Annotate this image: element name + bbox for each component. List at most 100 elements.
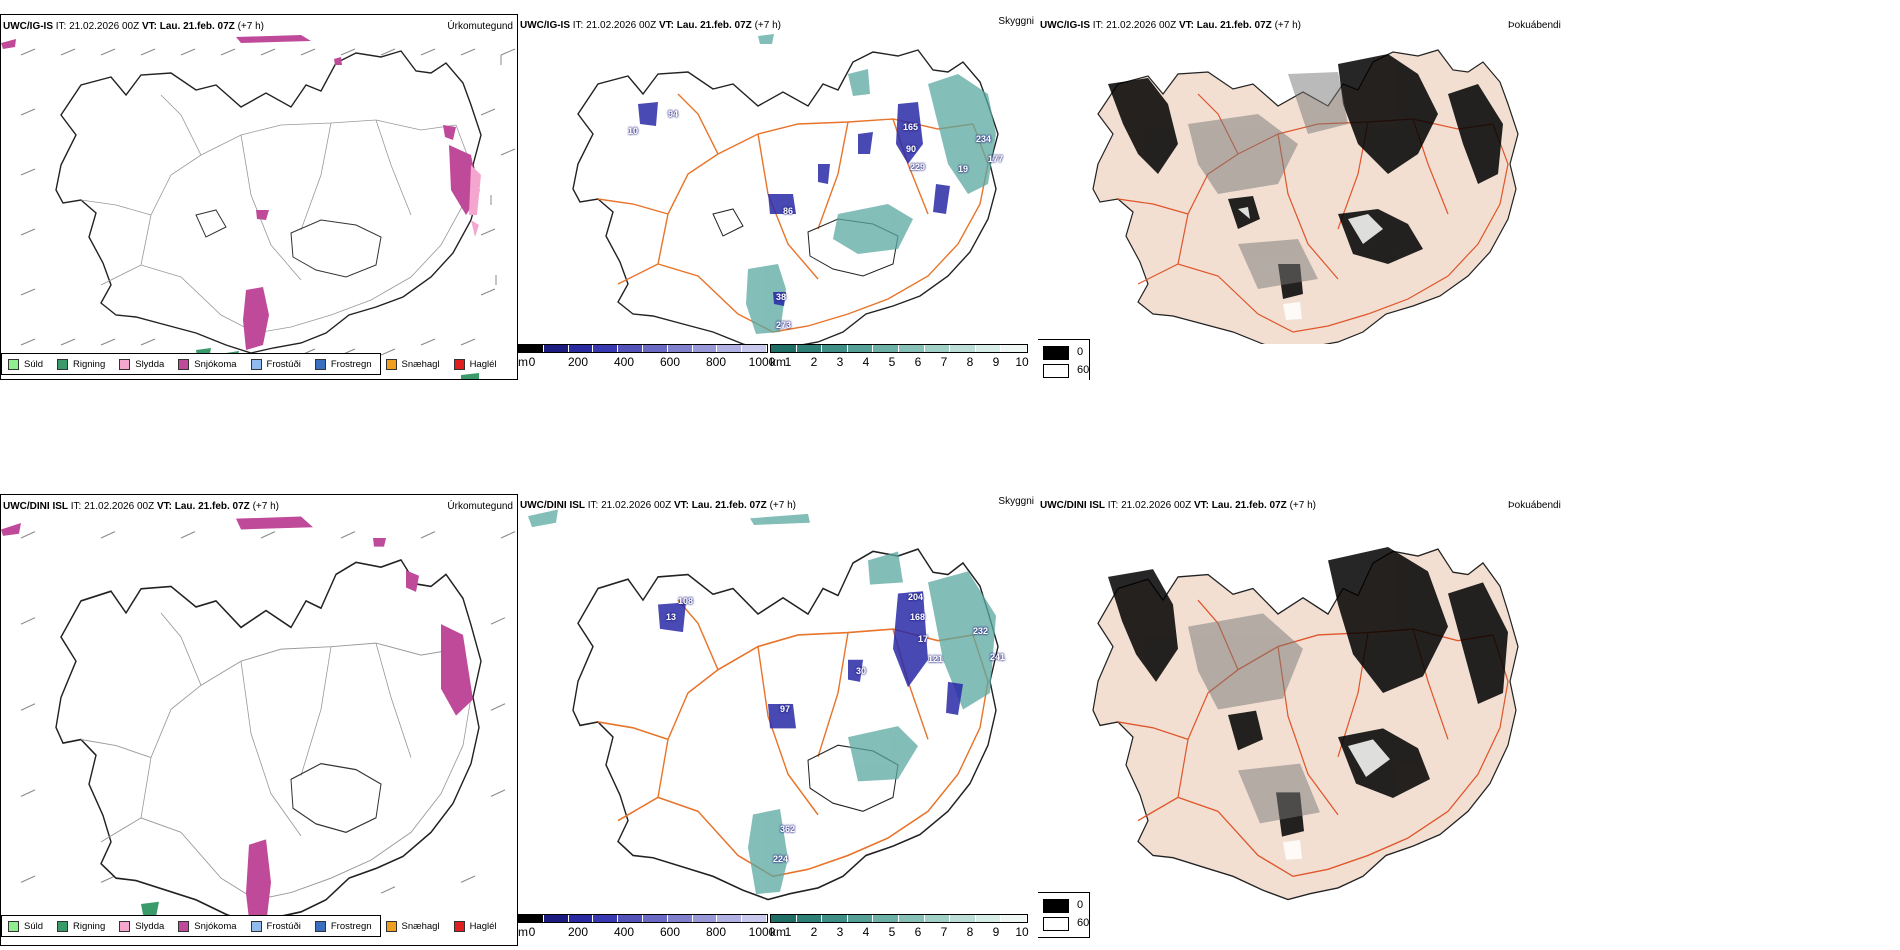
cloud-legend-label: 0 <box>1077 346 1084 358</box>
colorbar-segment <box>898 345 925 352</box>
it-value: 21.02.2026 00Z <box>69 21 140 32</box>
it-label: IT: <box>587 500 599 511</box>
visibility-value-label: 108 <box>678 596 694 606</box>
lead-time: (+7 h) <box>1289 500 1316 511</box>
colorbar-tick: 5 <box>888 925 896 939</box>
precip-map-2 <box>1 516 516 937</box>
visibility-panel-2: UWC/DINI ISL IT: 21.02.2026 00Z VT: Lau.… <box>518 494 1038 946</box>
legend-label: Frostúði <box>266 920 301 932</box>
colorbar-segment <box>847 915 874 922</box>
colorbar-tick: 7 <box>940 355 948 369</box>
vt-label: VT: <box>673 500 689 511</box>
legend-item: Rigning <box>57 920 106 932</box>
legend-swatch <box>250 920 262 932</box>
colorbar-tick: 400 <box>613 925 635 939</box>
colorbar-segment <box>642 915 668 922</box>
panel-header: UWC/DINI ISL IT: 21.02.2026 00Z VT: Lau.… <box>520 500 796 511</box>
visibility-map-1 <box>572 34 999 344</box>
model-name: UWC/IG-IS <box>1040 20 1090 31</box>
legend-item: Frostregn <box>314 920 372 932</box>
colorbar-tick: 5 <box>888 355 896 369</box>
colorbar-tick: 800 <box>705 925 727 939</box>
vt-label: VT: <box>658 20 674 31</box>
lead-time: (+7 h) <box>754 20 781 31</box>
visibility-value-label: 90 <box>906 144 917 154</box>
colorbar-segment <box>692 915 718 922</box>
colorbar-strip <box>518 344 768 353</box>
legend-item: Haglél <box>453 920 497 932</box>
colorbar-tick: 10 <box>1015 355 1029 369</box>
it-value: 21.02.2026 00Z <box>586 20 657 31</box>
legend-swatch <box>453 920 465 932</box>
colorbar-segment <box>593 915 619 922</box>
colorbar-tick: 7 <box>940 925 948 939</box>
vt-value: Lau. 21.feb. 07Z <box>1211 500 1287 511</box>
precip-legend: Súld Rigning Slydda Snjókoma Frostúði Frostre… <box>1 915 497 937</box>
cloud-legend-label: 0 <box>1077 899 1084 911</box>
legend-item: Slydda <box>119 358 164 370</box>
colorbar-segment <box>618 345 643 352</box>
legend-label: Rigning <box>73 920 106 932</box>
visibility-panel-1: UWC/IG-IS IT: 21.02.2026 00Z VT: Lau. 21… <box>518 14 1038 380</box>
cloud-legend-swatch <box>1043 346 1069 360</box>
visibility-value-label: 273 <box>776 320 792 330</box>
cloud-map-1 <box>1092 49 1519 344</box>
visibility-value-label: 362 <box>780 824 796 834</box>
cloud-legend-label: 60 <box>1077 364 1090 376</box>
colorbar-segment <box>924 915 951 922</box>
legend-label: Súld <box>24 358 44 370</box>
wind-barbs <box>20 48 516 356</box>
colorbar-segment <box>873 345 899 352</box>
colorbar-segment <box>796 345 823 352</box>
colorbar-tick: 6 <box>914 925 922 939</box>
colorbar-tick: 2 <box>810 355 818 369</box>
panel-header: UWC/IG-IS IT: 21.02.2026 00Z VT: Lau. 21… <box>520 20 781 31</box>
colorbar-tick: 4 <box>862 355 870 369</box>
legend-swatch <box>385 358 397 370</box>
colorbar-strip <box>770 914 1028 923</box>
legend-item: Haglél <box>453 358 497 370</box>
legend-item: Snæhagl <box>385 358 440 370</box>
visibility-value-label: 229 <box>910 162 926 172</box>
vt-value: Lau. 21.feb. 07Z <box>159 21 235 32</box>
model-name: UWC/DINI ISL <box>3 501 68 512</box>
colorbar-segment <box>642 345 668 352</box>
visibility-value-label: 204 <box>908 592 924 602</box>
lead-time: (+7 h) <box>1274 20 1301 31</box>
legend-swatch <box>314 358 326 370</box>
colorbar-segment <box>543 915 569 922</box>
legend-swatch <box>8 920 19 932</box>
colorbar-segment <box>975 915 1002 922</box>
model-name: UWC/IG-IS <box>520 20 570 31</box>
panel-header: UWC/IG-IS IT: 21.02.2026 00Z VT: Lau. 21… <box>1040 20 1301 31</box>
vt-label: VT: <box>141 21 157 32</box>
colorbar-unit: m <box>518 925 528 939</box>
visibility-value-label: 10 <box>628 126 639 136</box>
ceiling-colorbar: m 0 200 400 600 800 1000 <box>518 344 775 378</box>
legend-item: Frostúði <box>250 358 301 370</box>
colorbar-unit: m <box>518 355 528 369</box>
colorbar-segment <box>543 345 569 352</box>
visibility-map-2 <box>528 509 999 901</box>
colorbar-segment <box>618 915 643 922</box>
cloud-map-2 <box>1092 547 1519 901</box>
colorbar-tick: 800 <box>705 355 727 369</box>
colorbar-tick: 9 <box>992 925 1000 939</box>
colorbar-segment <box>950 345 976 352</box>
colorbar-tick: 0 <box>528 355 536 369</box>
visibility-value-label: 86 <box>783 206 794 216</box>
colorbar-tick: 8 <box>966 355 974 369</box>
legend-label: Snjókoma <box>194 358 237 370</box>
cloud-legend: 0 60 <box>1038 892 1090 938</box>
colorbar-tick: 3 <box>836 925 844 939</box>
colorbar-tick: 9 <box>992 355 1000 369</box>
legend-label: Frostregn <box>330 920 372 932</box>
colorbar-tick: 4 <box>862 925 870 939</box>
colorbar-segment <box>771 345 797 352</box>
panel-title: Skyggni <box>998 16 1034 27</box>
colorbar-strip <box>770 344 1028 353</box>
visibility-value-label: 165 <box>903 122 919 132</box>
legend-label: Rigning <box>73 358 106 370</box>
colorbar-segment <box>667 915 693 922</box>
colorbar-tick: 10 <box>1015 925 1029 939</box>
